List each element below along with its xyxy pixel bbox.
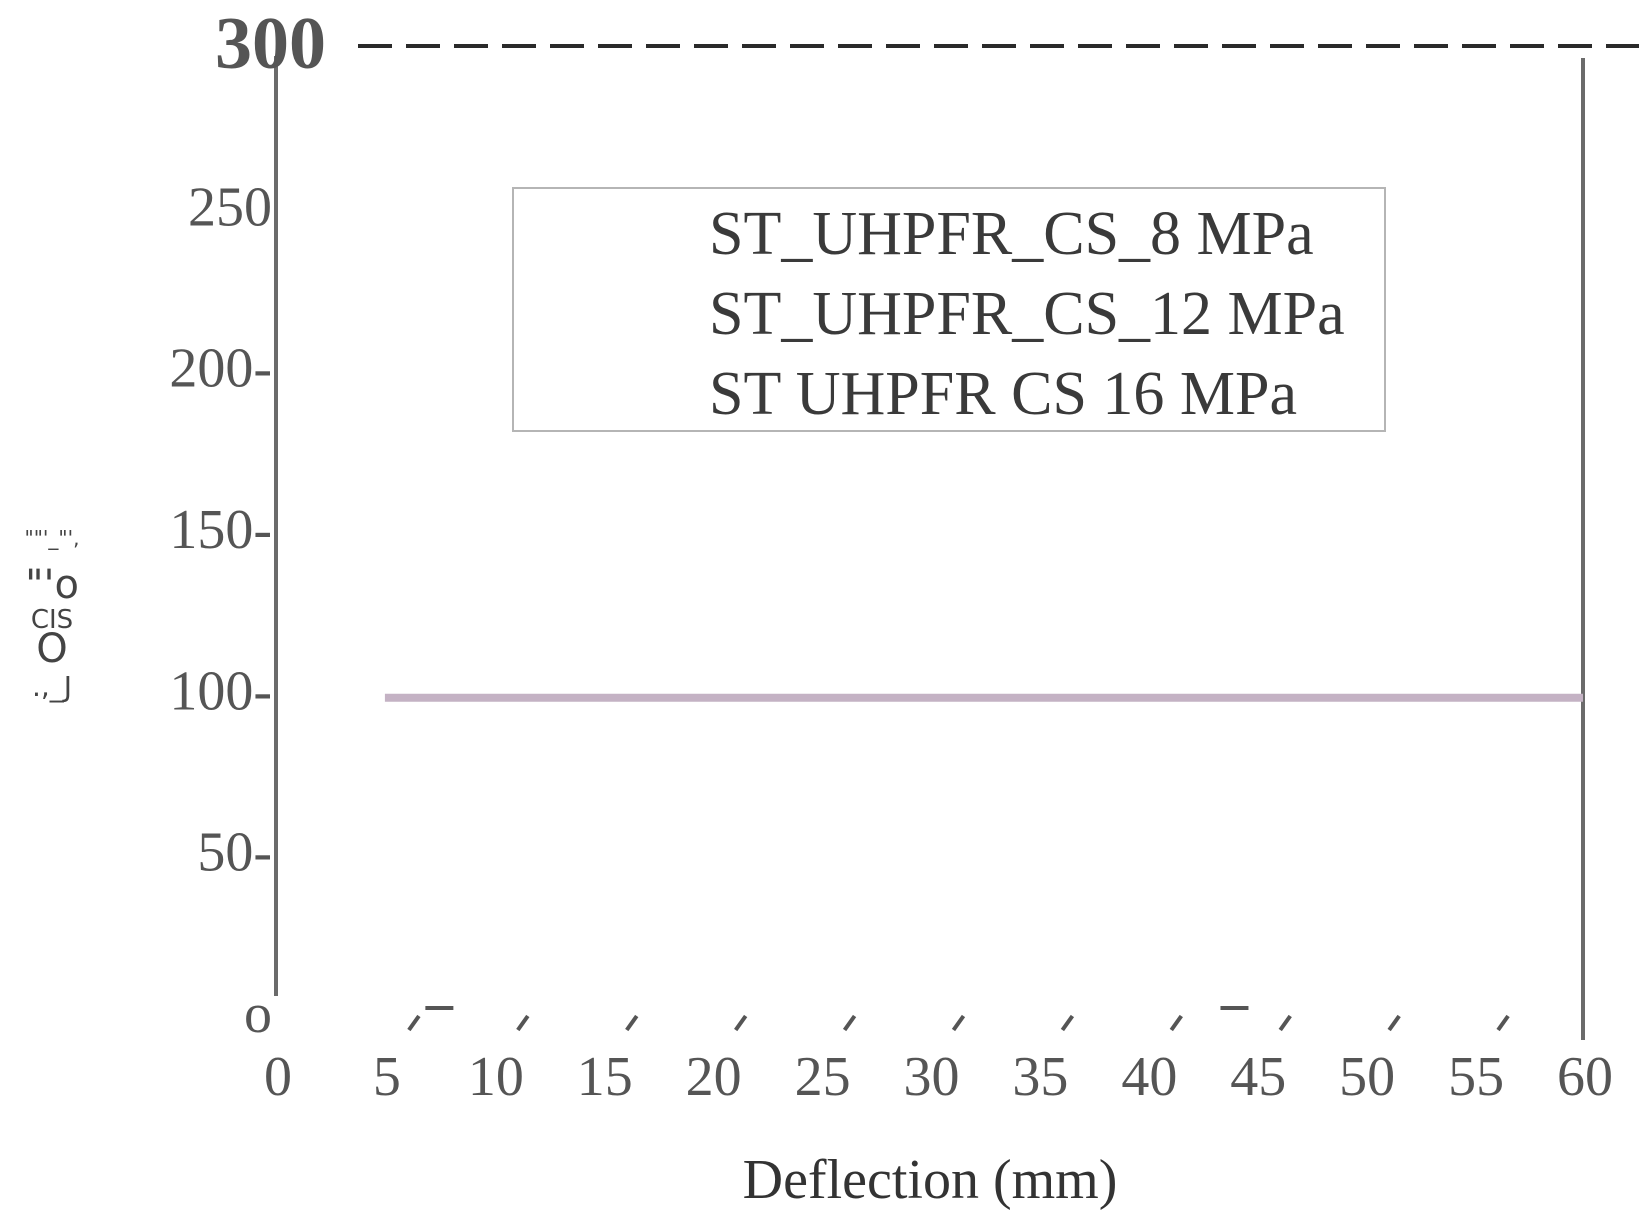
y-tick-label: 200- bbox=[169, 338, 272, 400]
x-tick-mark bbox=[1169, 1014, 1183, 1032]
y-tick-label: 300 bbox=[215, 3, 326, 85]
legend: ST_UHPFR_CS_8 MPa ST_UHPFR_CS_12 MPa ST UH… bbox=[709, 200, 1345, 428]
x-tick-mark bbox=[407, 1014, 421, 1032]
x-tick-label: 40 bbox=[1121, 1046, 1177, 1108]
legend-box bbox=[512, 187, 1386, 432]
y-tick-label: 250 bbox=[188, 176, 272, 238]
legend-entry: ST_UHPFR_CS_8 MPa bbox=[709, 200, 1314, 268]
x-tick-marks bbox=[407, 1006, 1510, 1032]
x-tick-label: 60 bbox=[1557, 1046, 1613, 1108]
x-tick-label: 50 bbox=[1339, 1046, 1395, 1108]
x-tick-label: 20 bbox=[686, 1046, 742, 1108]
x-axis-title: Deflection (mm) bbox=[743, 1149, 1118, 1211]
x-tick-labels: 0 5 10 15 20 25 30 35 40 45 50 55 60 bbox=[264, 1046, 1613, 1108]
y-tick-label: 50- bbox=[197, 822, 272, 884]
y-axis-title-glyph: "'o bbox=[25, 562, 79, 608]
x-tick-mark bbox=[1060, 1014, 1075, 1032]
y-tick-label: 150- bbox=[169, 499, 272, 561]
y-axis-title-glyph: ""'_"', bbox=[25, 526, 80, 550]
y-axis-title-glyph: CIS bbox=[31, 605, 73, 635]
y-tick-label: 100- bbox=[169, 660, 272, 722]
y-axis-title-glyph: O bbox=[36, 626, 67, 672]
x-tick-mark bbox=[951, 1014, 966, 1032]
x-tick-label: 55 bbox=[1448, 1046, 1504, 1108]
x-tick-mark bbox=[1496, 1014, 1510, 1032]
x-tick-mark bbox=[1278, 1014, 1292, 1032]
x-tick-label: 25 bbox=[795, 1046, 851, 1108]
legend-entry: ST_UHPFR_CS_12 MPa bbox=[709, 280, 1345, 348]
x-tick-mark bbox=[734, 1014, 748, 1032]
x-tick-mark bbox=[516, 1014, 530, 1032]
y-tick-labels: o 50- 100- 150- 200- 250 300 bbox=[169, 3, 326, 1045]
x-tick-label: 45 bbox=[1230, 1046, 1286, 1108]
x-tick-label: 10 bbox=[468, 1046, 524, 1108]
x-tick-label: 0 bbox=[264, 1046, 292, 1108]
x-tick-label: 30 bbox=[904, 1046, 960, 1108]
x-tick-label: 15 bbox=[577, 1046, 633, 1108]
x-tick-label: 35 bbox=[1012, 1046, 1068, 1108]
legend-entry: ST UHPFR CS 16 MPa bbox=[709, 360, 1297, 428]
x-tick-mark bbox=[625, 1014, 639, 1032]
x-tick-mark bbox=[1387, 1014, 1401, 1032]
y-tick-label: o bbox=[244, 983, 272, 1045]
x-tick-label: 5 bbox=[373, 1046, 401, 1108]
y-axis-title-glyph: .,_J bbox=[32, 670, 72, 703]
x-tick-mark bbox=[842, 1014, 857, 1032]
